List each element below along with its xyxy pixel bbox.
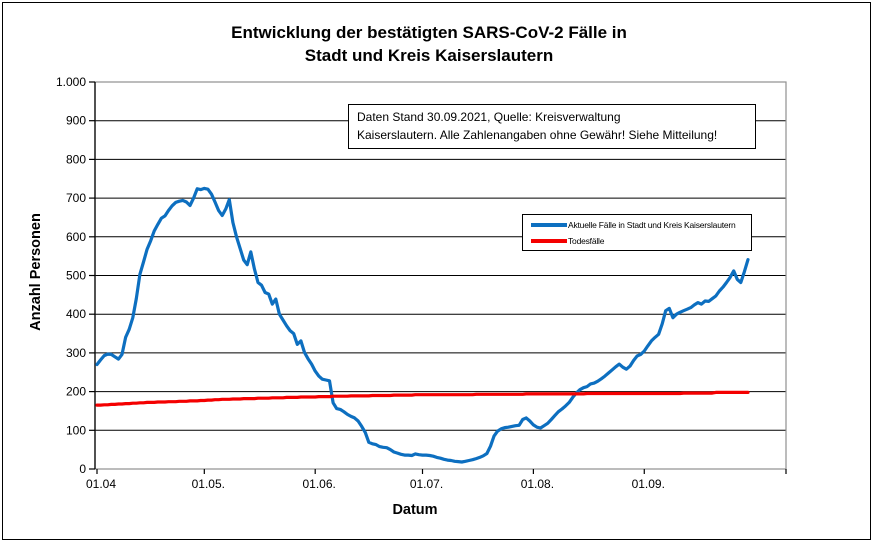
deaths-series-line (95, 390, 750, 407)
y-tick-label: 200 (66, 385, 86, 399)
chart-title-line1: Entwicklung der bestätigten SARS-CoV-2 F… (231, 23, 627, 42)
x-tick-label: 01.06. (303, 477, 336, 491)
legend-item-deaths: Todesfälle (531, 234, 751, 247)
x-tick-label: 01.07. (410, 477, 443, 491)
y-tick-label: 0 (79, 462, 86, 476)
x-tick-label: 01.05. (192, 477, 225, 491)
y-tick-label: 300 (66, 346, 86, 360)
active-cases-series-line (95, 186, 750, 464)
y-tick-label: 100 (66, 423, 86, 437)
x-axis-title: Datum (392, 502, 438, 518)
y-tick-label: 900 (66, 114, 86, 128)
y-tick-label: 600 (66, 230, 86, 244)
y-tick-label: 800 (66, 152, 86, 166)
chart-title: Entwicklung der bestätigten SARS-CoV-2 F… (0, 21, 858, 67)
legend-label-active-cases: Aktuelle Fälle in Stadt und Kreis Kaiser… (568, 219, 736, 230)
data-source-note-line2: Kaiserslautern. Alle Zahlenangaben ohne … (357, 128, 718, 142)
active-cases-line-sample (531, 222, 567, 227)
y-tick-label: 700 (66, 191, 86, 205)
legend: Aktuelle Fälle in Stadt und Kreis Kaiser… (522, 214, 752, 251)
x-tick-label: 01.08. (521, 477, 554, 491)
chart-title-line2: Stadt und Kreis Kaiserslautern (304, 46, 554, 65)
y-tick-label: 500 (66, 269, 86, 283)
legend-item-active-cases: Aktuelle Fälle in Stadt und Kreis Kaiser… (531, 218, 751, 231)
data-source-note: Daten Stand 30.09.2021, Quelle: Kreisver… (348, 104, 756, 149)
x-tick-label: 01.04 (86, 477, 116, 491)
legend-label-deaths: Todesfälle (568, 235, 605, 246)
deaths-line-sample (531, 238, 567, 243)
y-tick-label: 400 (66, 307, 86, 321)
y-tick-label: 1.000 (56, 75, 86, 89)
x-tick-label: 01.09. (632, 477, 665, 491)
data-source-note-line1: Daten Stand 30.09.2021, Quelle: Kreisver… (357, 110, 621, 124)
